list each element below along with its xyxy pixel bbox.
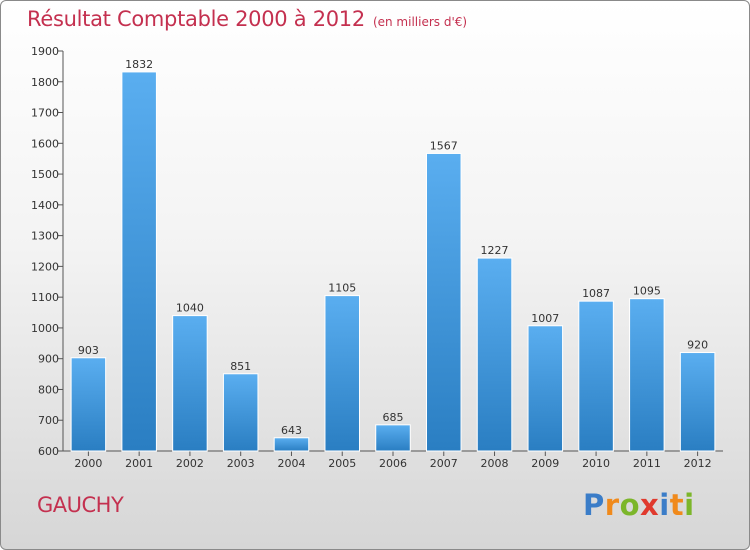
logo-letter: t bbox=[669, 488, 685, 522]
bar-value-label: 1007 bbox=[531, 312, 559, 325]
chart-bars: 903 1832 1040 851 643 1105 685 1567 1227 1007 1087… bbox=[70, 58, 716, 452]
bar bbox=[578, 300, 614, 452]
bar-value-label: 685 bbox=[383, 411, 404, 424]
y-tick-label: 1200 bbox=[31, 260, 59, 273]
bar-value-label: 1040 bbox=[176, 302, 204, 315]
bar bbox=[476, 257, 513, 452]
bar bbox=[527, 325, 564, 452]
y-tick-label: 1700 bbox=[31, 107, 59, 120]
y-tick-label: 1100 bbox=[31, 291, 59, 304]
y-tick-label: 900 bbox=[38, 353, 59, 366]
x-tick-label: 2009 bbox=[531, 457, 559, 470]
x-tick-label: 2003 bbox=[227, 457, 255, 470]
bar-value-label: 903 bbox=[78, 344, 99, 357]
proxiti-logo: Proxiti bbox=[583, 488, 695, 522]
x-tick-label: 2001 bbox=[125, 457, 153, 470]
bar-value-label: 1832 bbox=[125, 58, 153, 71]
x-tick-label: 2000 bbox=[74, 457, 102, 470]
logo-letter: x bbox=[640, 488, 660, 522]
bar bbox=[172, 315, 208, 452]
x-tick-label: 2007 bbox=[430, 457, 458, 470]
bar-value-label: 1087 bbox=[582, 287, 610, 300]
logo-letter: i bbox=[684, 488, 695, 522]
y-tick-label: 1800 bbox=[31, 76, 59, 89]
y-tick-label: 1400 bbox=[31, 199, 59, 212]
x-tick-label: 2012 bbox=[684, 457, 712, 470]
bar bbox=[324, 295, 360, 452]
bar bbox=[273, 437, 310, 452]
logo-letter: i bbox=[659, 488, 670, 522]
bar-value-label: 1105 bbox=[328, 282, 356, 295]
x-tick-label: 2005 bbox=[328, 457, 356, 470]
bar-value-label: 643 bbox=[281, 424, 302, 437]
logo-letter: P bbox=[583, 488, 605, 522]
bar bbox=[629, 298, 665, 452]
bar-value-label: 920 bbox=[687, 339, 708, 352]
bar bbox=[375, 424, 411, 452]
x-tick-label: 2010 bbox=[582, 457, 610, 470]
bar bbox=[426, 152, 462, 452]
bar-value-label: 1227 bbox=[481, 244, 509, 257]
y-tick-label: 1500 bbox=[31, 168, 59, 181]
bar-value-label: 1567 bbox=[430, 139, 458, 152]
logo-letter: o bbox=[619, 488, 641, 522]
x-tick-label: 2004 bbox=[277, 457, 305, 470]
bar-value-label: 1095 bbox=[633, 285, 661, 298]
chart-title: Résultat Comptable 2000 à 2012 bbox=[27, 7, 365, 31]
bar bbox=[679, 352, 716, 452]
y-tick-label: 1000 bbox=[31, 322, 59, 335]
chart-axes: 600 700 800 900 1000 1100 1200 1300 1400 1500 1600… bbox=[31, 45, 723, 470]
x-tick-label: 2008 bbox=[481, 457, 509, 470]
x-tick-label: 2006 bbox=[379, 457, 407, 470]
bar bbox=[70, 357, 107, 452]
x-tick-label: 2002 bbox=[176, 457, 204, 470]
bar-value-label: 851 bbox=[230, 360, 251, 373]
y-tick-label: 800 bbox=[38, 383, 59, 396]
logo-letter: r bbox=[604, 488, 620, 522]
x-tick-label: 2011 bbox=[633, 457, 661, 470]
y-tick-label: 600 bbox=[38, 445, 59, 458]
y-tick-label: 1600 bbox=[31, 137, 59, 150]
y-tick-label: 1300 bbox=[31, 230, 59, 243]
commune-name: GAUCHY bbox=[37, 493, 124, 517]
bar bbox=[121, 71, 157, 452]
bar bbox=[222, 373, 259, 452]
chart-unit: (en milliers d'€) bbox=[372, 15, 468, 29]
chart-title-block: Résultat Comptable 2000 à 2012 (en millie… bbox=[27, 7, 467, 31]
y-tick-label: 700 bbox=[38, 414, 59, 427]
y-tick-label: 1900 bbox=[31, 45, 59, 58]
